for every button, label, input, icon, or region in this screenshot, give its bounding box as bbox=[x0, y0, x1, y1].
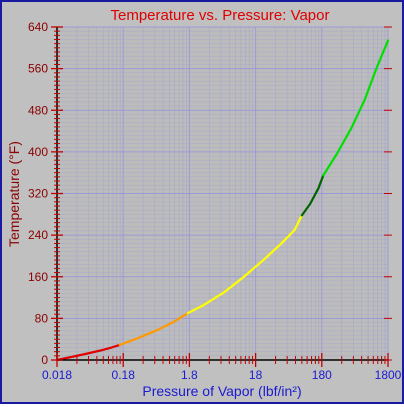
y-tick-label: 400 bbox=[28, 145, 48, 159]
series-line bbox=[322, 39, 390, 177]
x-tick-label: 0.018 bbox=[42, 368, 72, 382]
series-line bbox=[55, 343, 121, 362]
y-tick-label: 80 bbox=[35, 311, 49, 325]
tick-labels: 0.018 0.18 1.8 18 180 1800 0 80 160 240 320 400 480 5… bbox=[28, 20, 402, 382]
ticks bbox=[51, 26, 392, 367]
y-axis-label: Temperature (°F) bbox=[6, 141, 22, 247]
chart-title: Temperature vs. Pressure: Vapor bbox=[111, 7, 330, 24]
series-line bbox=[118, 312, 189, 347]
x-tick-label: 18 bbox=[249, 368, 263, 382]
series-lines bbox=[55, 39, 390, 362]
y-tick-label: 560 bbox=[28, 62, 48, 76]
chart-svg: 0.018 0.18 1.8 18 180 1800 0 80 160 240 320 400 480 5… bbox=[6, 7, 402, 399]
x-tick-label: 1.8 bbox=[181, 368, 198, 382]
y-tick-label: 160 bbox=[28, 270, 48, 284]
grid bbox=[56, 26, 389, 361]
y-tick-label: 640 bbox=[28, 20, 48, 34]
y-tick-label: 480 bbox=[28, 103, 48, 117]
x-tick-label: 1800 bbox=[375, 368, 402, 382]
y-tick-label: 240 bbox=[28, 228, 48, 242]
y-tick-label: 0 bbox=[41, 353, 48, 367]
x-tick-label: 0.18 bbox=[112, 368, 136, 382]
series-line bbox=[186, 214, 303, 315]
series-line bbox=[300, 174, 325, 217]
y-tick-label: 320 bbox=[28, 187, 48, 201]
x-axis-label: Pressure of Vapor (lbf/in²) bbox=[142, 383, 301, 399]
x-tick-label: 180 bbox=[312, 368, 332, 382]
